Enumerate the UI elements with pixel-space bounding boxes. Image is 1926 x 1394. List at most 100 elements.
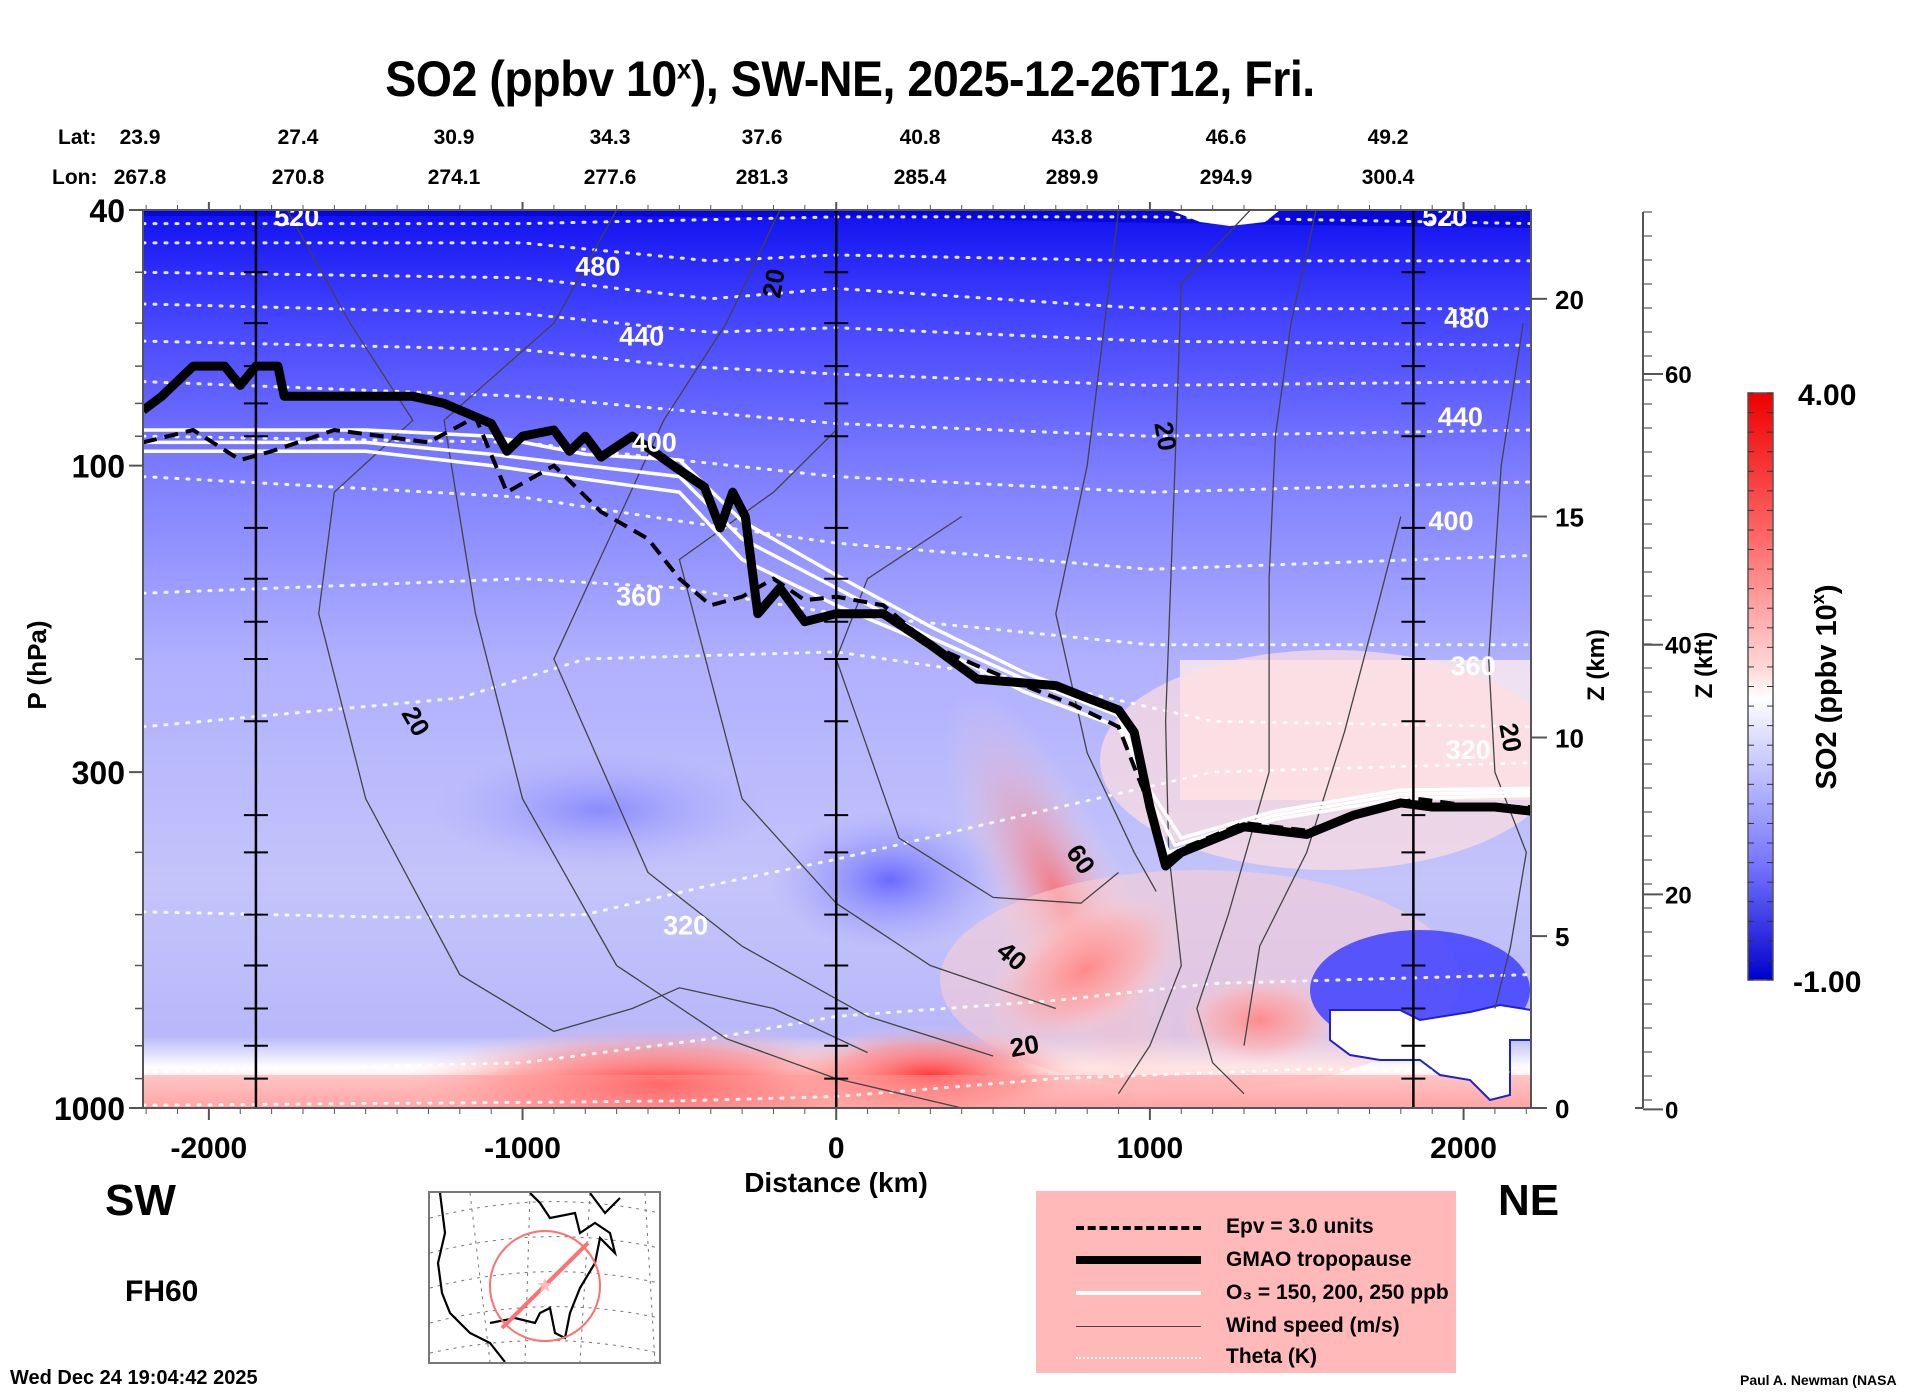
wind-contour xyxy=(443,210,962,1108)
z-km-tick-label: 5 xyxy=(1555,922,1569,952)
z-kft-tick-label: 60 xyxy=(1665,362,1692,389)
legend-item-tropopause: GMAO tropopause xyxy=(1036,1246,1456,1276)
wind-speed-label: 20 xyxy=(1008,1028,1042,1063)
lon-value: 277.6 xyxy=(583,166,637,189)
wind-contour xyxy=(835,515,1119,904)
theta-label: 520 xyxy=(274,202,319,232)
x-tick-label: 2000 xyxy=(1430,1132,1497,1165)
legend-swatch-thick xyxy=(1076,1256,1201,1264)
wind-contour xyxy=(1117,210,1251,1095)
x-tick-label: -1000 xyxy=(484,1132,561,1165)
legend-swatch-dotted xyxy=(1076,1357,1201,1359)
x-tick-label: -2000 xyxy=(171,1132,248,1165)
theta-label: 480 xyxy=(575,252,620,282)
lat-value: 46.6 xyxy=(1205,126,1247,149)
lat-value: 30.9 xyxy=(433,126,475,149)
z-km-tick-label: 0 xyxy=(1555,1094,1569,1124)
wind-speed-label: 20 xyxy=(756,266,791,300)
lon-value: 281.3 xyxy=(735,166,789,189)
lat-value: 27.4 xyxy=(277,126,319,149)
colorbar-max-label: 4.00 xyxy=(1798,379,1856,412)
theta-label: 360 xyxy=(616,582,661,612)
wind-contour xyxy=(678,429,1057,1010)
wind-contour xyxy=(1055,210,1157,892)
map-center-star: ★ xyxy=(536,1275,554,1297)
lat-value: 34.3 xyxy=(589,126,631,149)
legend-item-theta: Theta (K) xyxy=(1036,1343,1456,1373)
chart-title: SO2 (ppbv 10x), SW-NE, 2025-12-26T12, Fr… xyxy=(385,51,1315,107)
inset-map-drawing: ★ xyxy=(429,1192,660,1363)
legend-item-epv: Epv = 3.0 units xyxy=(1036,1213,1456,1243)
theta-label: 400 xyxy=(632,427,677,457)
missing-data-top xyxy=(1170,210,1280,226)
so2-low-west xyxy=(430,750,770,870)
lon-value: 289.9 xyxy=(1045,166,1099,189)
section-lines xyxy=(243,210,1426,1108)
lon-value: 270.8 xyxy=(271,166,325,189)
theta-label: 400 xyxy=(1428,506,1473,536)
lon-label: Lon: xyxy=(52,166,98,189)
map-graticule xyxy=(429,1192,660,1363)
theta-line-440 xyxy=(143,339,1531,387)
wind-contour xyxy=(1196,210,1317,1095)
timestamp: Wed Dec 24 19:04:42 2025 xyxy=(10,1367,258,1389)
legend-item-wind: Wind speed (m/s) xyxy=(1036,1312,1456,1342)
theta-label: 360 xyxy=(1450,651,1495,681)
z-km-tick-label: 15 xyxy=(1555,502,1584,532)
theta-line-400 xyxy=(143,434,1531,494)
theta-labels: 520 480 440 400 360 320 520 480 440 400 360 320 xyxy=(274,202,1495,941)
lon-value: 274.1 xyxy=(427,166,481,189)
theta-line-420 xyxy=(143,380,1531,438)
inset-map: ★ xyxy=(428,1191,661,1364)
tropopause-line xyxy=(143,361,1531,871)
y-axis-title: P (hPa) xyxy=(22,620,52,709)
colorbar-min-label: -1.00 xyxy=(1793,966,1861,999)
legend-item-ozone: O₃ = 150, 200, 250 ppb xyxy=(1036,1279,1456,1309)
lat-value: 37.6 xyxy=(741,126,783,149)
x-tick-label: 0 xyxy=(828,1132,845,1165)
z-kft-tick-label: 0 xyxy=(1665,1097,1678,1124)
lat-value: 43.8 xyxy=(1051,126,1093,149)
wind-contour xyxy=(1488,323,1527,1009)
wind-speed-label: 20 xyxy=(1493,721,1528,755)
lat-value: 49.2 xyxy=(1367,126,1409,149)
z-km-axis-title: Z (km) xyxy=(1583,629,1610,701)
plot-area: 520 480 440 400 360 320 520 480 440 400 360 320 20 2… xyxy=(143,202,1531,1108)
theta-label: 480 xyxy=(1444,303,1489,333)
z-kft-axis-title: Z (kft) xyxy=(1691,632,1718,699)
sw-label: SW xyxy=(105,1176,176,1225)
missing-data-region xyxy=(1329,1003,1531,1102)
y-tick-label: 100 xyxy=(72,449,125,485)
x-tick-label: 1000 xyxy=(1117,1132,1184,1165)
wind-speed-contours xyxy=(286,210,1527,1108)
legend-swatch-thin xyxy=(1076,1326,1201,1327)
colorbar-ticks xyxy=(1748,392,1773,981)
lon-value: 285.4 xyxy=(893,166,947,189)
lon-value: 300.4 xyxy=(1361,166,1415,189)
theta-label: 520 xyxy=(1422,202,1467,232)
axes: 40 100 300 1000 -2000 -1000 0 1000 2000 0 5 10 15 20 0… xyxy=(54,193,1692,1165)
map-section-path xyxy=(500,1241,590,1330)
legend: Epv = 3.0 units GMAO tropopause O₃ = 150… xyxy=(1036,1191,1456,1373)
theta-label: 320 xyxy=(663,911,708,941)
theta-label: 320 xyxy=(1446,735,1491,765)
lat-value: 40.8 xyxy=(899,126,941,149)
z-km-tick-label: 10 xyxy=(1555,724,1584,754)
lon-value: 267.8 xyxy=(113,166,167,189)
map-range-circle xyxy=(489,1230,601,1342)
x-axis-title: Distance (km) xyxy=(744,1167,928,1198)
ne-label: NE xyxy=(1498,1176,1559,1225)
z-kft-tick-label: 20 xyxy=(1665,882,1692,909)
theta-label: 440 xyxy=(619,322,664,352)
theta-line-340 xyxy=(143,650,1531,729)
y-tick-label: 1000 xyxy=(54,1091,125,1127)
lat-value: 23.9 xyxy=(119,126,161,149)
z-km-tick-label: 20 xyxy=(1555,285,1584,315)
wind-contour xyxy=(1243,516,1402,1046)
forecast-hour: FH60 xyxy=(125,1275,199,1308)
wind-speed-label: 20 xyxy=(1148,419,1183,453)
lon-value: 294.9 xyxy=(1199,166,1253,189)
z-kft-tick-label: 40 xyxy=(1665,633,1692,660)
y-tick-label: 40 xyxy=(89,193,125,229)
